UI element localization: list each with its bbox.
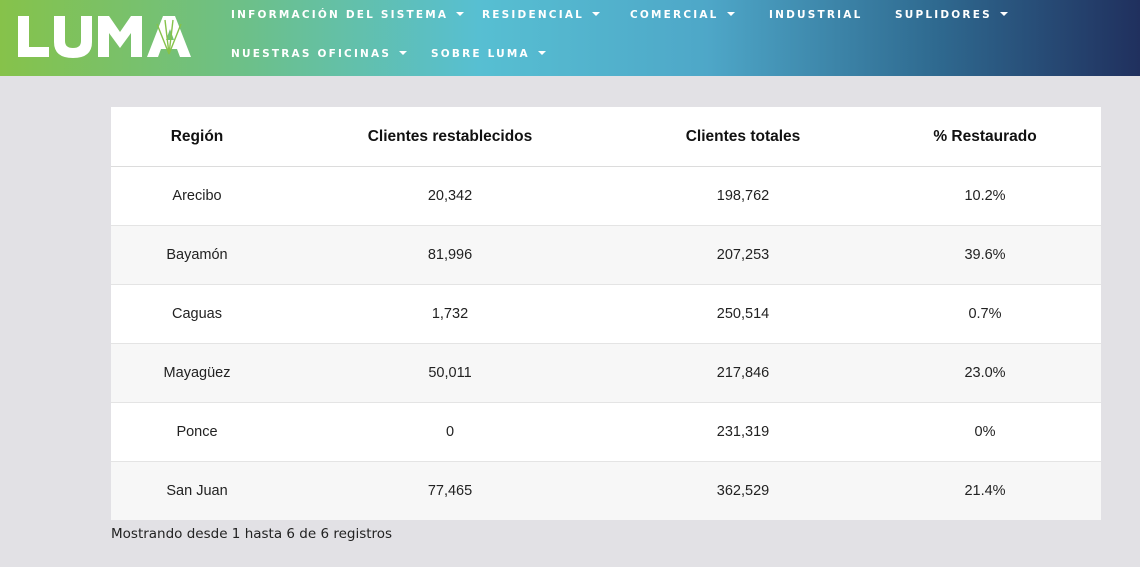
- cell-clientes-totales: 231,319: [617, 402, 869, 462]
- cell-region: San Juan: [111, 461, 283, 520]
- cell-clientes-restablecidos: 81,996: [283, 225, 617, 285]
- table-row: San Juan 77,465 362,529 21.4%: [111, 461, 1101, 520]
- column-header-porcentaje-restaurado[interactable]: % Restaurado: [869, 107, 1101, 167]
- table-row: Ponce 0 231,319 0%: [111, 402, 1101, 462]
- nav-label: INFORMACIÓN DEL SISTEMA: [231, 9, 449, 21]
- table-row: Arecibo 20,342 198,762 10.2%: [111, 166, 1101, 226]
- nav-suplidores[interactable]: SUPLIDORES: [895, 9, 1008, 21]
- outage-restoration-table-panel: Región Clientes restablecidos Clientes t…: [111, 107, 1101, 520]
- cell-porcentaje-restaurado: 39.6%: [869, 225, 1101, 285]
- nav-residencial[interactable]: RESIDENCIAL: [482, 9, 601, 21]
- table-header-row: Región Clientes restablecidos Clientes t…: [111, 107, 1101, 167]
- nav-informacion-del-sistema[interactable]: INFORMACIÓN DEL SISTEMA: [231, 9, 465, 21]
- nav-label: COMERCIAL: [630, 9, 719, 21]
- caret-down-icon: [726, 12, 735, 16]
- site-header: INFORMACIÓN DEL SISTEMA RESIDENCIAL COME…: [0, 0, 1140, 76]
- cell-porcentaje-restaurado: 21.4%: [869, 461, 1101, 520]
- column-header-region[interactable]: Región: [111, 107, 283, 167]
- column-header-clientes-restablecidos[interactable]: Clientes restablecidos: [283, 107, 617, 167]
- cell-porcentaje-restaurado: 0%: [869, 402, 1101, 462]
- table-row: Mayagüez 50,011 217,846 23.0%: [111, 343, 1101, 403]
- nav-label: INDUSTRIAL: [769, 9, 863, 21]
- nav-industrial[interactable]: INDUSTRIAL: [769, 9, 862, 21]
- column-header-clientes-totales[interactable]: Clientes totales: [617, 107, 869, 167]
- caret-down-icon: [537, 51, 546, 55]
- cell-porcentaje-restaurado: 10.2%: [869, 166, 1101, 226]
- table-info-text: Mostrando desde 1 hasta 6 de 6 registros: [111, 526, 393, 542]
- cell-porcentaje-restaurado: 0.7%: [869, 284, 1101, 344]
- nav-sobre-luma[interactable]: SOBRE LUMA: [431, 48, 546, 60]
- cell-clientes-restablecidos: 1,732: [283, 284, 617, 344]
- caret-down-icon: [399, 51, 408, 55]
- cell-clientes-totales: 362,529: [617, 461, 869, 520]
- caret-down-icon: [456, 12, 465, 16]
- nav-label: RESIDENCIAL: [482, 9, 585, 21]
- caret-down-icon: [592, 12, 601, 16]
- nav-label: SUPLIDORES: [895, 9, 992, 21]
- cell-clientes-restablecidos: 20,342: [283, 166, 617, 226]
- table-row: Bayamón 81,996 207,253 39.6%: [111, 225, 1101, 285]
- nav-nuestras-oficinas[interactable]: NUESTRAS OFICINAS: [231, 48, 408, 60]
- outage-restoration-table: Región Clientes restablecidos Clientes t…: [111, 107, 1101, 520]
- cell-region: Caguas: [111, 284, 283, 344]
- cell-clientes-totales: 198,762: [617, 166, 869, 226]
- luma-logo[interactable]: [14, 10, 192, 62]
- cell-clientes-totales: 250,514: [617, 284, 869, 344]
- cell-porcentaje-restaurado: 23.0%: [869, 343, 1101, 403]
- cell-clientes-restablecidos: 50,011: [283, 343, 617, 403]
- cell-region: Bayamón: [111, 225, 283, 285]
- nav-comercial[interactable]: COMERCIAL: [630, 9, 735, 21]
- cell-clientes-totales: 207,253: [617, 225, 869, 285]
- cell-clientes-totales: 217,846: [617, 343, 869, 403]
- nav-label: NUESTRAS OFICINAS: [231, 48, 392, 60]
- nav-label: SOBRE LUMA: [431, 48, 530, 60]
- caret-down-icon: [999, 12, 1008, 16]
- cell-clientes-restablecidos: 77,465: [283, 461, 617, 520]
- cell-region: Ponce: [111, 402, 283, 462]
- cell-region: Mayagüez: [111, 343, 283, 403]
- cell-clientes-restablecidos: 0: [283, 402, 617, 462]
- cell-region: Arecibo: [111, 166, 283, 226]
- table-row: Caguas 1,732 250,514 0.7%: [111, 284, 1101, 344]
